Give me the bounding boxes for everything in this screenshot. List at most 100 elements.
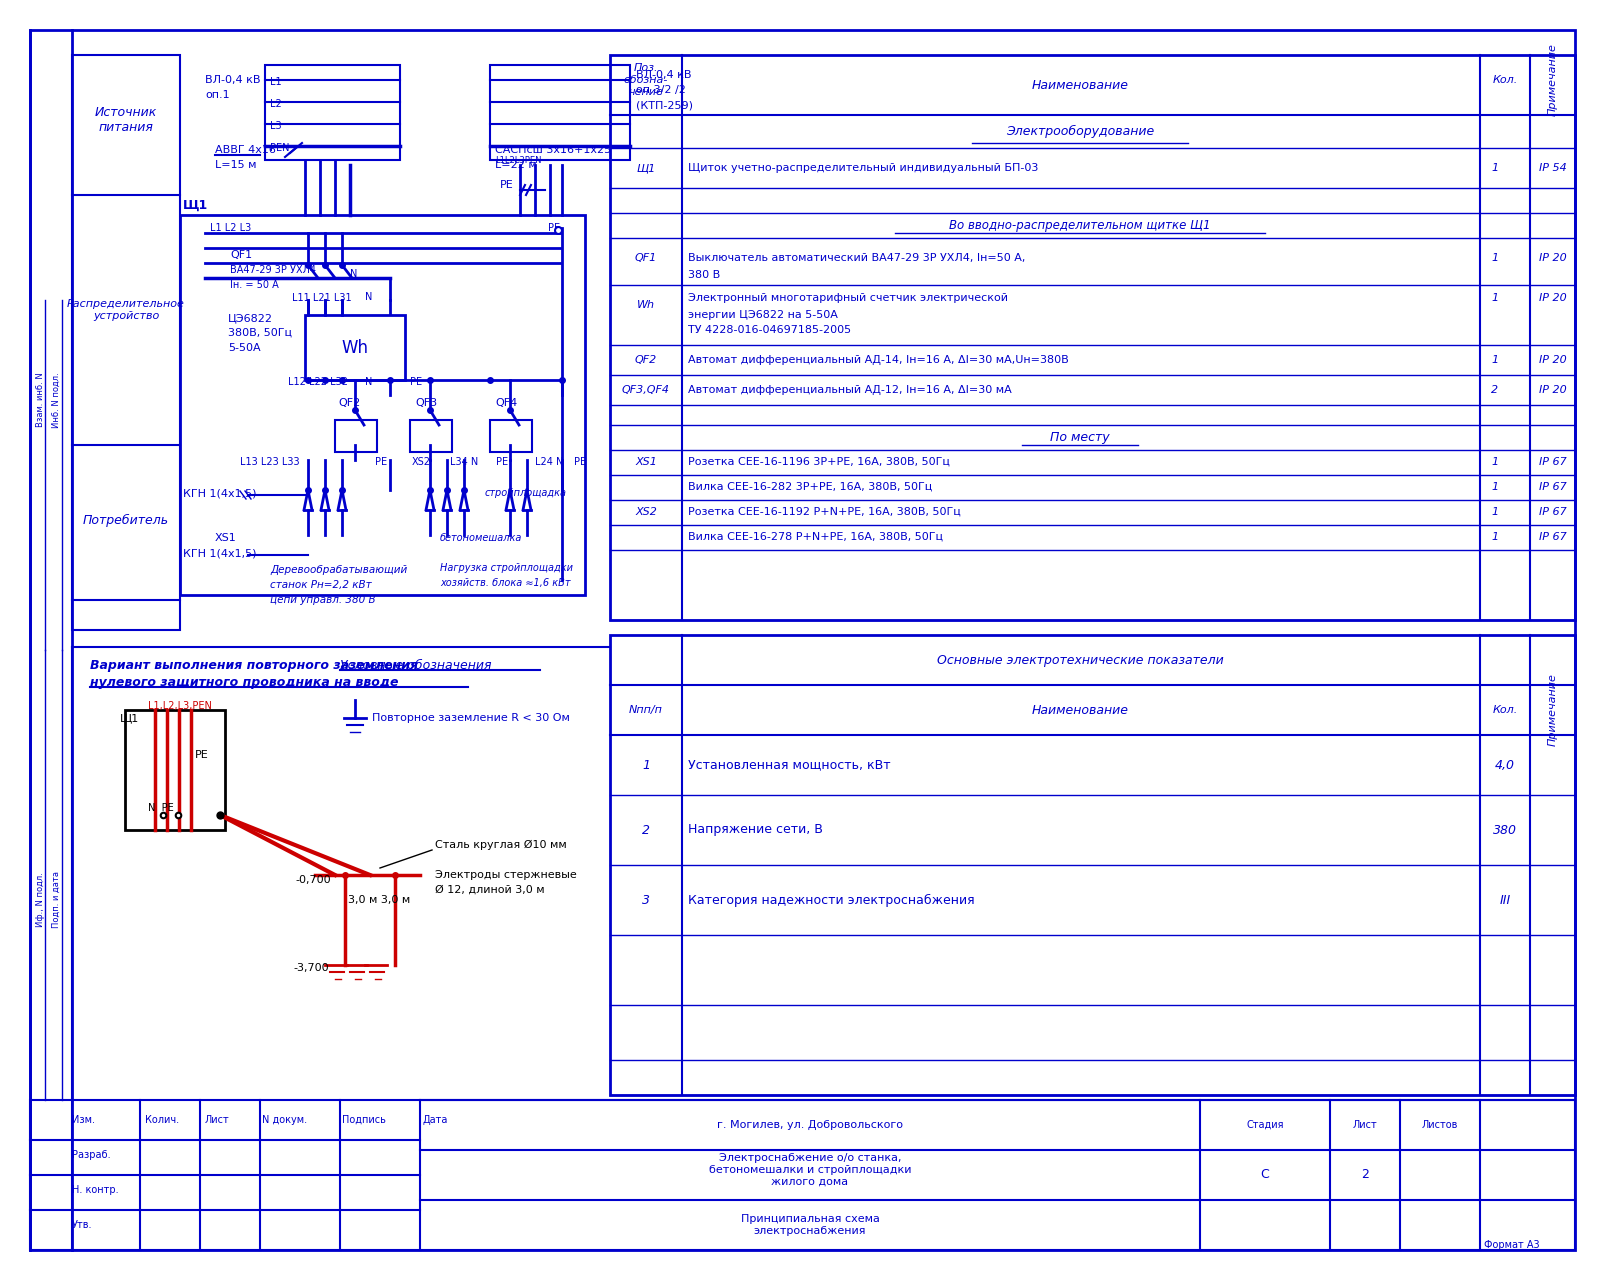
Text: Стадия: Стадия <box>1246 1120 1283 1130</box>
Text: Формат А3: Формат А3 <box>1485 1240 1539 1251</box>
Text: L24 N: L24 N <box>534 457 563 467</box>
Bar <box>72 55 181 630</box>
Text: стройплощадка: стройплощадка <box>485 488 566 498</box>
Text: L12 L22 L32: L12 L22 L32 <box>288 378 349 387</box>
Text: Примечание: Примечание <box>1549 673 1558 746</box>
Text: 1: 1 <box>1491 355 1499 365</box>
Text: 1: 1 <box>1491 532 1499 541</box>
Text: хозяйств. блока ≈1,6 кВт: хозяйств. блока ≈1,6 кВт <box>440 579 571 588</box>
Text: IP 20: IP 20 <box>1539 293 1566 303</box>
Text: Источник
питания: Источник питания <box>94 106 157 134</box>
Text: XS1: XS1 <box>214 532 237 543</box>
Bar <box>610 55 1574 620</box>
Text: QF2: QF2 <box>635 355 658 365</box>
Text: Условные обозначения: Условные обозначения <box>341 658 491 672</box>
Text: Примечание: Примечание <box>1549 44 1558 116</box>
Text: 2: 2 <box>1491 385 1499 396</box>
Text: станок Рн=2,2 кВт: станок Рн=2,2 кВт <box>270 580 371 590</box>
Text: XS2: XS2 <box>635 507 658 517</box>
Text: 1: 1 <box>1491 293 1499 303</box>
Text: Деревообрабатывающий: Деревообрабатывающий <box>270 564 408 575</box>
Bar <box>266 65 400 160</box>
Text: PE: PE <box>549 223 560 233</box>
Text: ТУ 4228-016-04697185-2005: ТУ 4228-016-04697185-2005 <box>688 325 851 335</box>
Text: 1: 1 <box>1491 163 1499 173</box>
Text: QF1: QF1 <box>635 253 658 262</box>
Bar <box>490 65 630 160</box>
Text: Щ1: Щ1 <box>120 713 139 723</box>
Text: бетономешалка: бетономешалка <box>440 532 522 543</box>
Bar <box>610 635 1574 1094</box>
Text: L3: L3 <box>270 122 282 131</box>
Text: АВВГ 4х16: АВВГ 4х16 <box>214 145 275 155</box>
Text: PE: PE <box>496 457 509 467</box>
Text: QF1: QF1 <box>230 250 253 260</box>
Text: ВЛ-0,4 кВ: ВЛ-0,4 кВ <box>637 70 691 81</box>
Text: L1 L2 L3: L1 L2 L3 <box>210 223 251 233</box>
Text: IP 67: IP 67 <box>1539 507 1566 517</box>
Text: PEN: PEN <box>270 143 290 154</box>
Text: Электрооборудование: Электрооборудование <box>1006 124 1154 137</box>
Text: PE: PE <box>195 750 208 760</box>
Text: оп.1: оп.1 <box>205 90 230 100</box>
Text: С: С <box>1261 1169 1269 1181</box>
Text: IP 54: IP 54 <box>1539 163 1566 173</box>
Text: 1: 1 <box>1491 253 1499 262</box>
Text: Щиток учетно-распределительный индивидуальный БП-03: Щиток учетно-распределительный индивидуа… <box>688 163 1038 173</box>
Text: Дата: Дата <box>422 1115 448 1125</box>
Text: Иф., N подл.: Иф., N подл. <box>35 873 45 928</box>
Text: 1: 1 <box>642 759 650 772</box>
Text: L1: L1 <box>270 77 282 87</box>
Text: Щ1: Щ1 <box>182 198 208 211</box>
Text: Основные электротехнические показатели: Основные электротехнические показатели <box>936 654 1224 667</box>
Text: L=22 м: L=22 м <box>494 160 536 170</box>
Text: Инб. N подл.: Инб. N подл. <box>51 372 61 428</box>
Text: САСПсш 3х16+1х25: САСПсш 3х16+1х25 <box>494 145 611 155</box>
Text: Утв.: Утв. <box>72 1220 93 1230</box>
Text: Электроснабжение о/о станка,
бетономешалки и стройплощадки
жилого дома: Электроснабжение о/о станка, бетономешал… <box>709 1153 912 1187</box>
Text: L1,L2,L3,PEN: L1,L2,L3,PEN <box>149 701 211 710</box>
Bar <box>125 710 226 829</box>
Text: Автомат дифференциальный АД-14, Iн=16 А, ΔI=30 мА,Uн=380В: Автомат дифференциальный АД-14, Iн=16 А,… <box>688 355 1069 365</box>
Text: PE: PE <box>501 180 514 189</box>
Text: IP 20: IP 20 <box>1539 355 1566 365</box>
Text: Wh: Wh <box>341 339 368 357</box>
Text: Установленная мощность, кВт: Установленная мощность, кВт <box>688 759 891 772</box>
Text: Кол.: Кол. <box>1493 76 1518 84</box>
Text: Напряжение сети, В: Напряжение сети, В <box>688 823 822 837</box>
Text: L=15 м: L=15 м <box>214 160 256 170</box>
Text: оп.3/2 /2: оп.3/2 /2 <box>637 84 686 95</box>
Text: -0,700: -0,700 <box>294 876 331 884</box>
Text: Колич.: Колич. <box>146 1115 179 1125</box>
Text: XS2: XS2 <box>413 457 430 467</box>
Text: QF3: QF3 <box>414 398 437 408</box>
Text: Щ1: Щ1 <box>637 163 656 173</box>
Text: PE: PE <box>574 457 586 467</box>
Text: КГН 1(4х1,5): КГН 1(4х1,5) <box>182 548 256 558</box>
Text: По месту: По месту <box>1050 430 1110 443</box>
Text: 5-50А: 5-50А <box>229 343 261 353</box>
Text: IP 20: IP 20 <box>1539 385 1566 396</box>
Text: г. Могилев, ул. Добровольского: г. Могилев, ул. Добровольского <box>717 1120 902 1130</box>
Text: QF2: QF2 <box>338 398 360 408</box>
Text: Наименование: Наименование <box>1032 704 1128 717</box>
Text: Розетка СЕЕ-16-1196 3Р+РЕ, 16А, 380В, 50Гц: Розетка СЕЕ-16-1196 3Р+РЕ, 16А, 380В, 50… <box>688 457 950 467</box>
Text: IP 20: IP 20 <box>1539 253 1566 262</box>
Text: Нагрузка стройплощадки: Нагрузка стройплощадки <box>440 563 573 573</box>
Text: 1: 1 <box>1491 457 1499 467</box>
Text: IP 67: IP 67 <box>1539 483 1566 492</box>
Text: 2: 2 <box>1362 1169 1370 1181</box>
Text: Изм.: Изм. <box>72 1115 94 1125</box>
Text: 380В, 50Гц: 380В, 50Гц <box>229 328 293 338</box>
Text: QF4: QF4 <box>494 398 517 408</box>
Text: 2: 2 <box>642 823 650 837</box>
Text: N  PE: N PE <box>149 803 174 813</box>
Text: Категория надежности электроснабжения: Категория надежности электроснабжения <box>688 893 974 906</box>
Text: Повторное заземление R < 30 Ом: Повторное заземление R < 30 Ом <box>373 713 570 723</box>
Text: Подпись: Подпись <box>342 1115 386 1125</box>
Text: Wh: Wh <box>637 300 654 310</box>
Text: цепи управл. 380 В: цепи управл. 380 В <box>270 595 376 605</box>
Text: Розетка СЕЕ-16-1192 Р+N+РЕ, 16А, 380В, 50Гц: Розетка СЕЕ-16-1192 Р+N+РЕ, 16А, 380В, 5… <box>688 507 960 517</box>
Text: Сталь круглая Ø10 мм: Сталь круглая Ø10 мм <box>435 840 566 850</box>
Text: Лист: Лист <box>205 1115 230 1125</box>
